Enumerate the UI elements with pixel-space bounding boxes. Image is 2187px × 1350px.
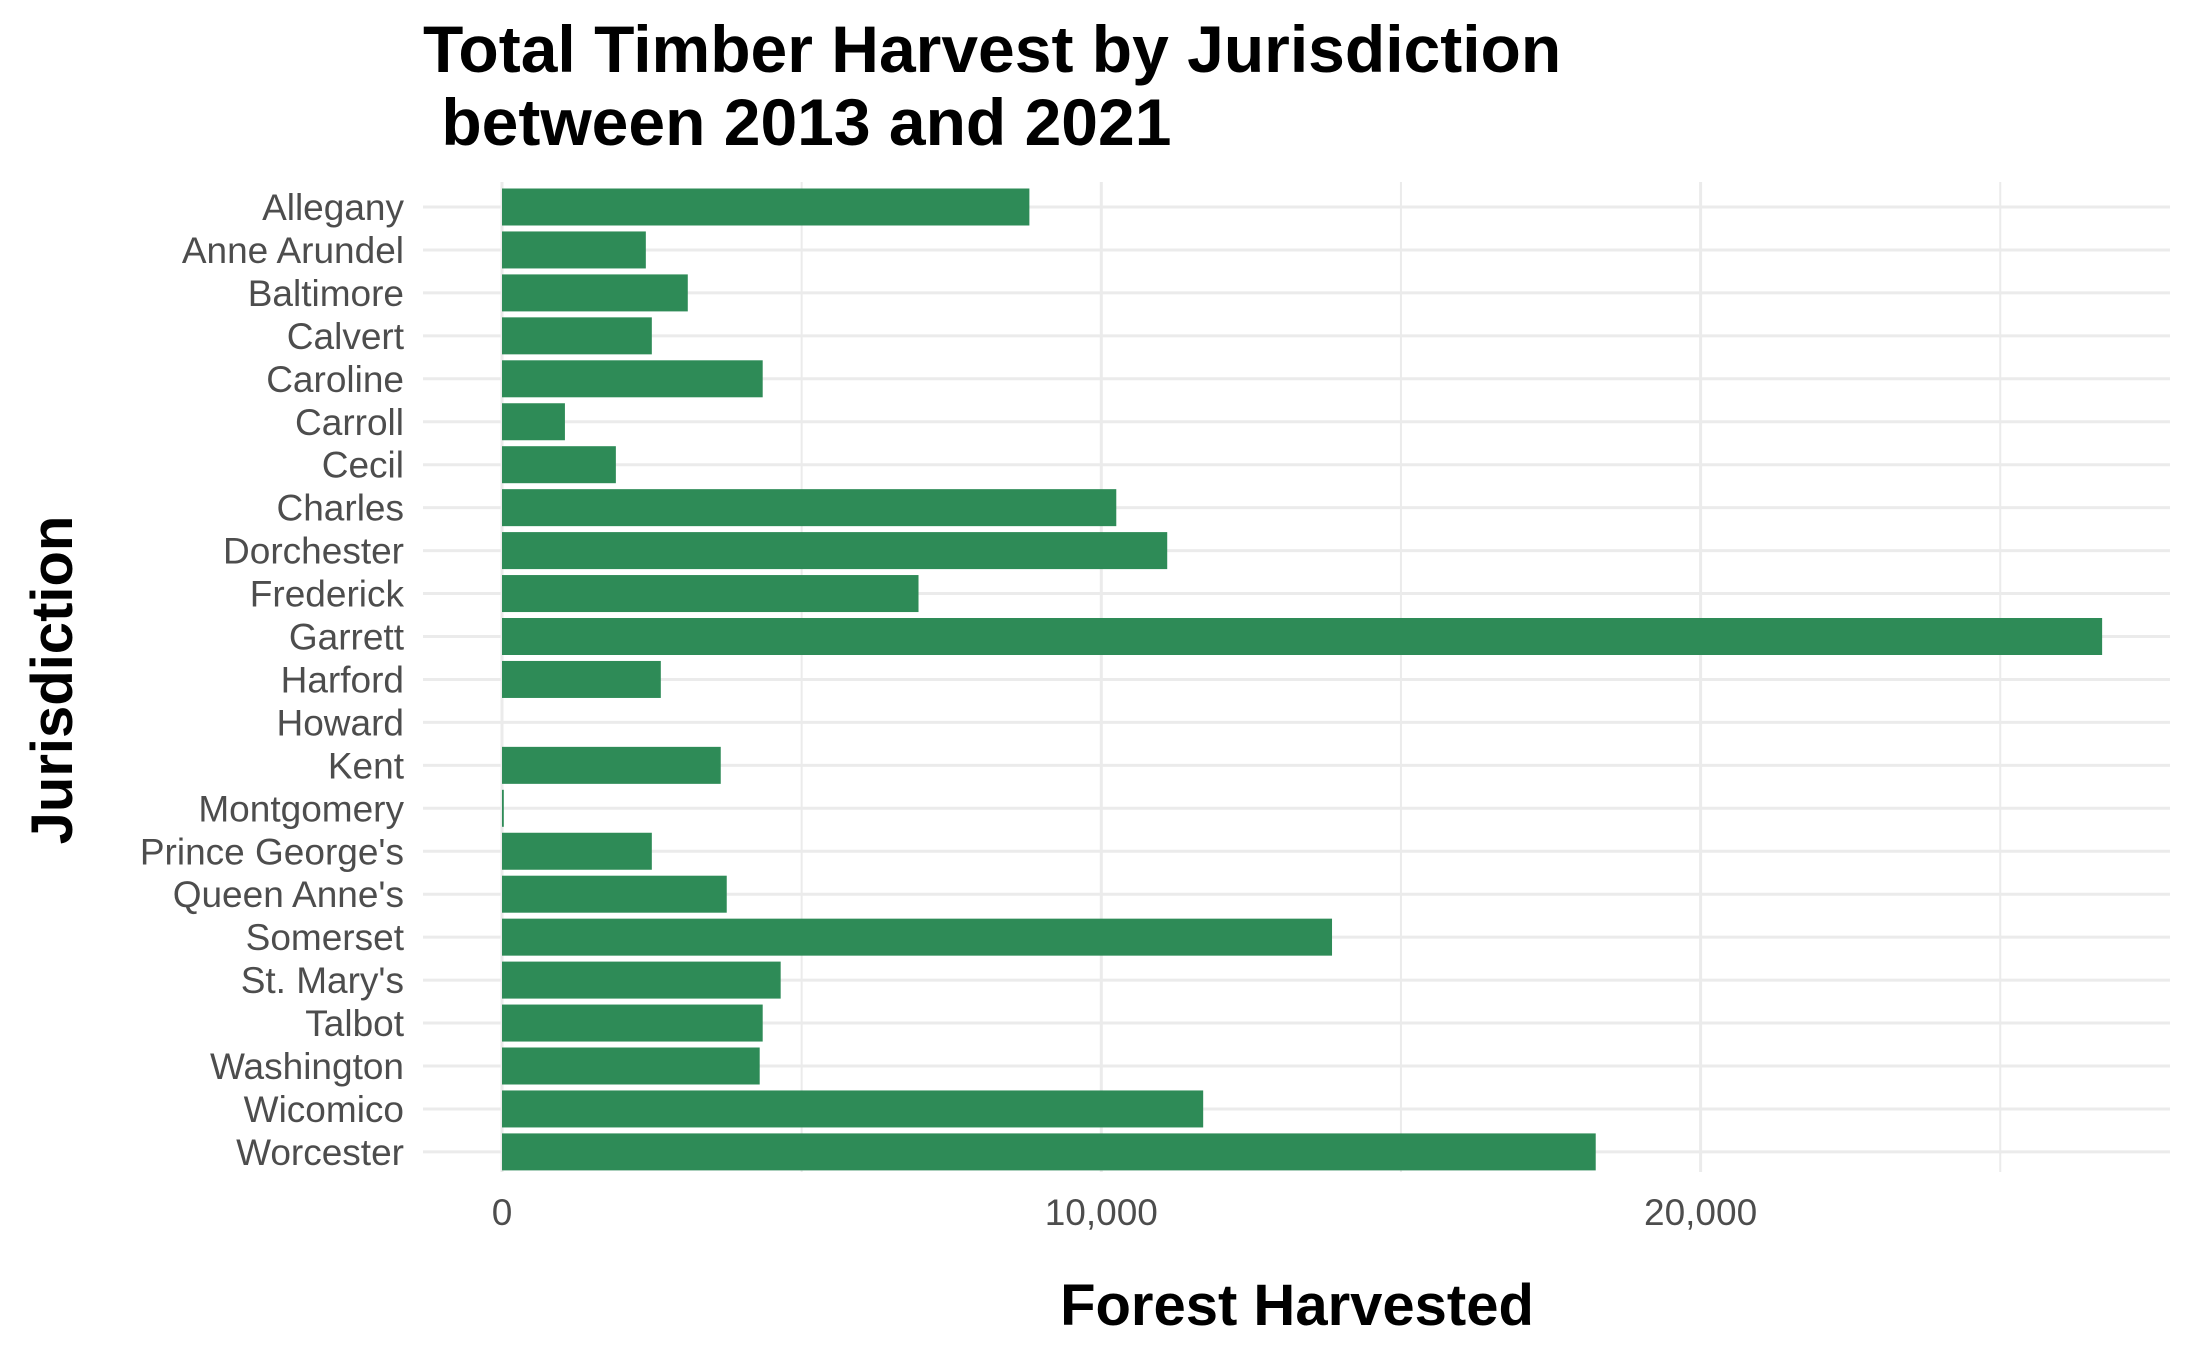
x-axis-title: Forest Harvested: [1060, 1273, 1534, 1338]
y-tick-label: Cecil: [322, 445, 404, 486]
y-tick-label: Howard: [277, 702, 405, 743]
bar-anne-arundel: [502, 231, 646, 269]
y-tick-label: Caroline: [266, 359, 404, 400]
y-tick-label: Harford: [281, 659, 404, 700]
y-tick-label: Frederick: [250, 574, 405, 615]
bar-charles: [502, 489, 1117, 527]
chart-title-line-2: between 2013 and 2021: [423, 85, 1171, 159]
y-tick-label: Worcester: [236, 1132, 404, 1173]
y-tick-label: Anne Arundel: [182, 230, 404, 271]
y-tick-label: Washington: [210, 1046, 404, 1087]
y-tick-label: Dorchester: [223, 531, 404, 572]
bar-somerset: [502, 918, 1333, 956]
y-tick-label: Somerset: [246, 917, 405, 958]
y-axis-title: Jurisdiction: [20, 516, 85, 845]
y-tick-label: St. Mary's: [241, 960, 404, 1001]
bar-carroll: [502, 403, 565, 441]
x-tick-label: 10,000: [1045, 1192, 1158, 1233]
bar-washington: [502, 1047, 760, 1085]
x-tick-label: 0: [492, 1192, 513, 1233]
x-tick-labels: 0 10,000 20,000: [492, 1192, 1757, 1233]
bar-wicomico: [502, 1090, 1204, 1128]
bar-caroline: [502, 360, 763, 398]
chart-title-line-1: Total Timber Harvest by Jurisdiction: [423, 12, 1561, 86]
bar-dorchester: [502, 532, 1168, 570]
y-tick-label: Talbot: [305, 1003, 404, 1044]
bar-cecil: [502, 446, 616, 484]
bar-frederick: [502, 575, 919, 613]
bar-prince-george-s: [502, 832, 652, 870]
bar-calvert: [502, 317, 652, 355]
grid-lines: [423, 182, 2170, 1172]
bar-baltimore: [502, 274, 688, 312]
y-tick-label: Kent: [328, 745, 405, 786]
y-tick-label: Montgomery: [198, 788, 404, 829]
y-tick-label: Garrett: [289, 617, 405, 658]
bar-harford: [502, 660, 661, 698]
y-tick-label: Carroll: [295, 402, 404, 443]
bar-kent: [502, 746, 721, 784]
bar-montgomery: [502, 789, 504, 827]
bar-garrett: [502, 618, 2103, 655]
y-tick-label: Calvert: [287, 316, 405, 357]
y-tick-label: Allegany: [262, 187, 404, 228]
bars: [502, 188, 2103, 1171]
bar-worcester: [502, 1133, 1596, 1171]
y-tick-label: Prince George's: [140, 831, 404, 872]
y-tick-label: Wicomico: [244, 1089, 404, 1130]
y-tick-label: Baltimore: [248, 273, 404, 314]
bar-talbot: [502, 1004, 763, 1042]
bar-queen-anne-s: [502, 875, 727, 913]
bar-st-mary-s: [502, 961, 781, 999]
y-tick-label: Charles: [277, 488, 405, 529]
bar-allegany: [502, 188, 1030, 226]
x-tick-label: 20,000: [1644, 1192, 1757, 1233]
y-tick-label: Queen Anne's: [173, 874, 404, 915]
